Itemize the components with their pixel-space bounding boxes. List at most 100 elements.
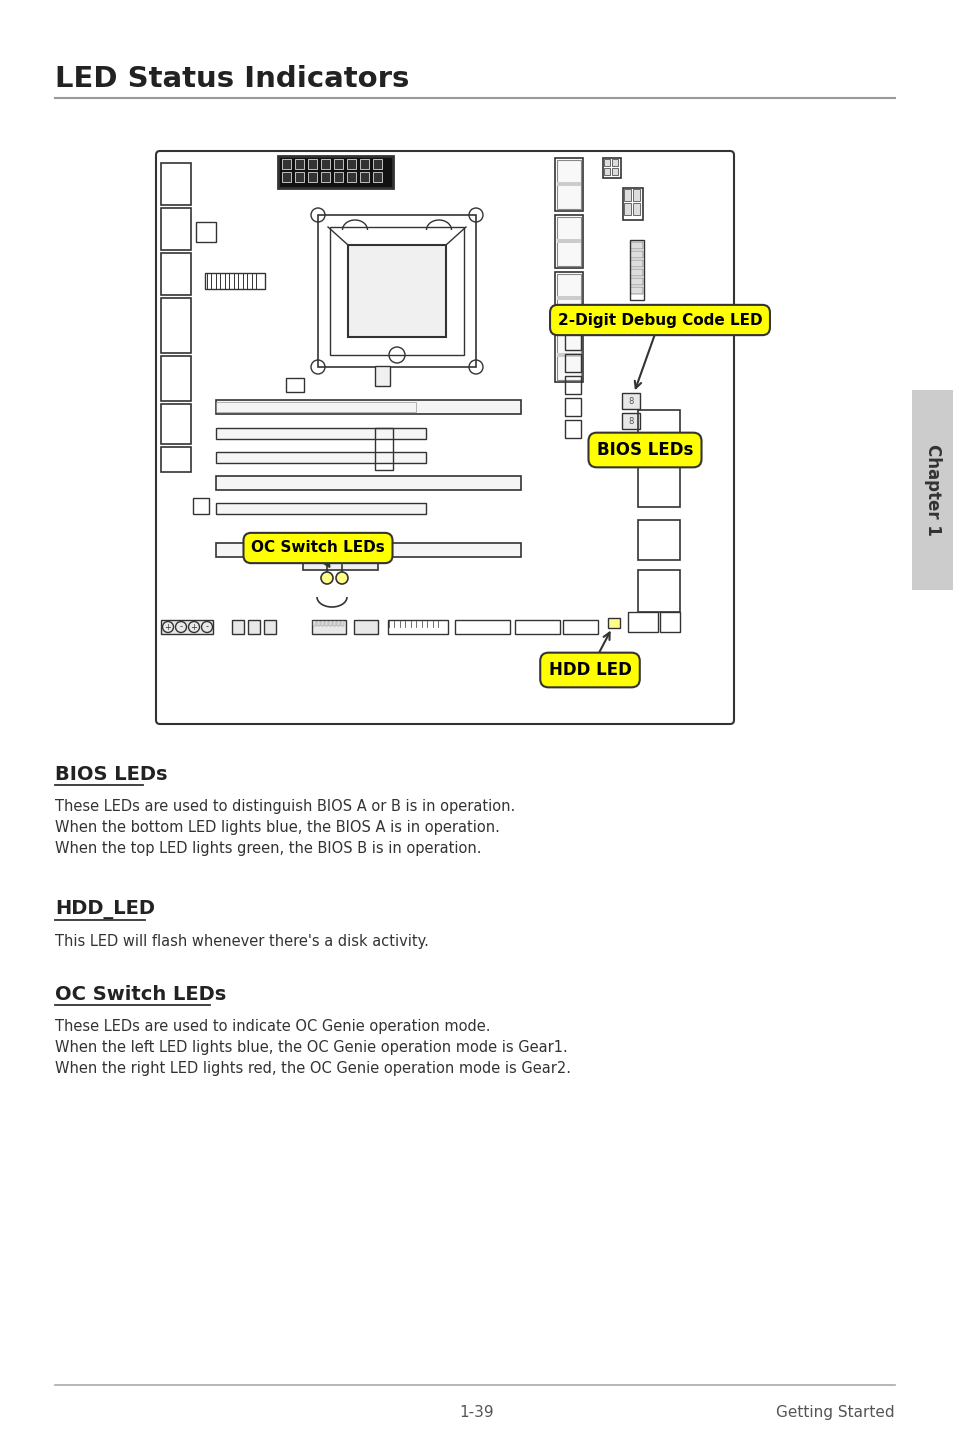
Bar [630,269,642,276]
Bar [621,392,639,410]
Bar [334,159,343,169]
Text: 8: 8 [628,417,633,425]
Bar [633,203,639,215]
Bar [630,286,642,294]
Bar [630,242,642,249]
Bar [555,329,582,382]
Bar [375,428,393,470]
Bar [623,203,630,215]
Text: Getting Started: Getting Started [776,1405,894,1421]
Bar [602,442,610,450]
Text: 8: 8 [628,397,633,405]
Bar [555,272,582,325]
Bar [630,261,642,266]
Bar [612,168,618,175]
Bar [557,296,580,299]
Text: -: - [205,623,209,632]
Bar [248,620,260,634]
Bar [308,172,316,182]
Circle shape [320,571,333,584]
Bar [294,172,304,182]
Text: HDD_LED: HDD_LED [55,899,154,919]
Bar [373,172,381,182]
Bar [564,420,580,438]
Bar [359,159,369,169]
Bar [303,558,377,570]
Bar [638,410,679,453]
Bar [602,158,620,178]
Bar [320,172,330,182]
Text: When the bottom LED lights blue, the BIOS A is in operation.: When the bottom LED lights blue, the BIO… [55,821,499,835]
Bar [161,404,191,444]
Bar [612,159,618,166]
Text: OC Switch LEDs: OC Switch LEDs [55,985,226,1004]
Text: +: + [164,623,172,632]
Bar [622,188,642,221]
Text: +: + [191,623,197,632]
Bar [375,367,390,387]
Bar [286,378,304,392]
Bar [215,453,426,463]
Bar [630,251,642,258]
Text: 2-Digit Debug Code LED: 2-Digit Debug Code LED [558,312,761,328]
Bar [627,611,658,632]
Text: When the left LED lights blue, the OC Genie operation mode is Gear1.: When the left LED lights blue, the OC Ge… [55,1040,567,1055]
Circle shape [335,571,348,584]
Bar [354,620,377,634]
Bar [603,168,609,175]
Text: When the top LED lights green, the BIOS B is in operation.: When the top LED lights green, the BIOS … [55,841,481,856]
Bar [161,447,191,473]
Text: These LEDs are used to distinguish BIOS A or B is in operation.: These LEDs are used to distinguish BIOS … [55,799,515,813]
Bar [373,159,381,169]
Bar [195,222,215,242]
Bar [555,215,582,268]
Bar [388,620,448,634]
Bar [623,189,630,200]
Bar [557,218,580,266]
Bar [638,520,679,560]
Bar [215,402,416,412]
Bar [629,241,643,299]
Bar [564,309,580,328]
Bar [348,245,446,337]
Bar [555,158,582,211]
Text: 1-39: 1-39 [459,1405,494,1421]
Bar [161,163,191,205]
Bar [557,182,580,186]
Text: BIOS LEDs: BIOS LEDs [597,441,693,460]
Bar [562,620,598,634]
Text: This LED will flash whenever there's a disk activity.: This LED will flash whenever there's a d… [55,934,429,949]
Bar [347,172,355,182]
Text: BIOS LEDs: BIOS LEDs [55,765,168,783]
Bar [557,239,580,243]
Bar [193,498,209,514]
Bar [911,390,953,590]
Bar [564,398,580,417]
Bar [602,453,610,458]
Bar [215,475,520,490]
Bar [359,172,369,182]
Bar [161,298,191,354]
Bar [515,620,559,634]
Bar [215,543,520,557]
Text: HDD LED: HDD LED [548,662,631,679]
Bar [282,159,291,169]
Bar [603,159,609,166]
Bar [630,278,642,285]
Bar [294,159,304,169]
Bar [557,160,580,209]
Text: -: - [179,623,182,632]
Bar [607,619,619,629]
Bar [161,620,213,634]
Bar [564,377,580,394]
Ellipse shape [598,435,616,465]
Bar [232,620,244,634]
Bar [215,428,426,440]
Bar [316,621,319,626]
Bar [215,503,426,514]
Bar [317,215,476,367]
Bar [633,442,644,460]
Bar [347,159,355,169]
Bar [557,331,580,379]
Bar [161,253,191,295]
